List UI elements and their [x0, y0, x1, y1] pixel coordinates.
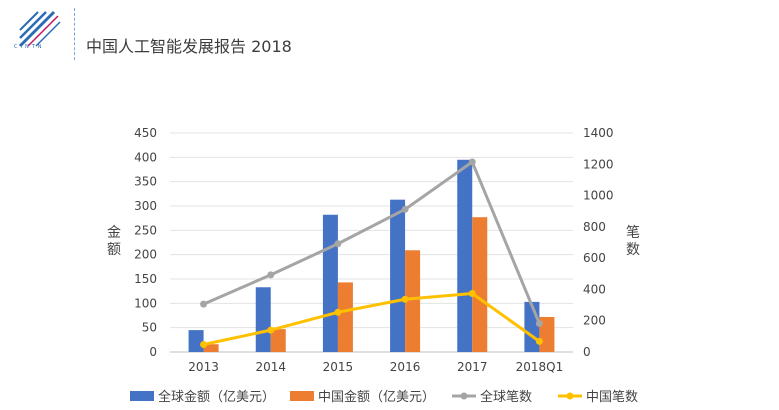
- y-tick-label: 350: [134, 175, 157, 189]
- legend-label: 全球金额（亿美元）: [158, 389, 275, 405]
- line-point-2017: [468, 289, 476, 297]
- y-tick-label: 450: [134, 126, 157, 140]
- bar-2018Q1: [539, 316, 555, 352]
- chart-axes: 0 50 100 150 200 250 300 350 400 450 0 200 400 600 800…: [107, 126, 640, 374]
- logo-text: CINTN: [14, 44, 45, 50]
- cintn-logo: [18, 10, 61, 48]
- bar-2014: [255, 287, 271, 352]
- chart-legend: 全球金额（亿美元） 中国金额（亿美元） 全球笔数 中国笔数: [130, 389, 638, 405]
- header-divider: [74, 8, 75, 60]
- bar-2016: [390, 199, 406, 352]
- line-point-2017: [468, 158, 476, 166]
- line-point-2014: [267, 326, 275, 334]
- y-axis-title: 金额: [107, 225, 121, 258]
- page-title: 中国人工智能发展报告 2018: [86, 37, 292, 56]
- x-tick-label: 2013: [188, 360, 219, 374]
- chart-grid: [170, 132, 573, 353]
- y-tick-label: 400: [134, 150, 157, 164]
- legend-marker: [566, 392, 574, 400]
- line-point-2015: [334, 308, 342, 316]
- bar-2013: [203, 344, 219, 352]
- line-point-2013: [200, 340, 208, 348]
- y2-tick-label: 800: [583, 220, 606, 234]
- line-point-2013: [200, 300, 208, 308]
- x-tick-label: 2018Q1: [516, 360, 564, 374]
- line-point-2015: [334, 240, 342, 248]
- legend-label: 全球笔数: [480, 389, 532, 405]
- chart-bars: [188, 159, 555, 352]
- series-line: [202, 160, 541, 325]
- legend-label: 中国笔数: [586, 389, 638, 405]
- legend-label: 中国金额（亿美元）: [318, 389, 435, 405]
- bar-2015: [322, 214, 338, 352]
- bar-2013: [188, 330, 204, 352]
- line-point-2016: [401, 205, 409, 213]
- y2-tick-label: 1400: [583, 126, 614, 140]
- y-tick-label: 200: [134, 248, 157, 262]
- bar-2014: [270, 329, 286, 352]
- bar-2016: [405, 250, 421, 352]
- legend-marker: [460, 392, 468, 400]
- y2-tick-label: 600: [583, 251, 606, 265]
- y2-tick-label: 1200: [583, 157, 614, 171]
- y2-axis-title: 笔数: [626, 225, 640, 258]
- legend-swatch: [290, 391, 314, 401]
- x-tick-label: 2014: [255, 360, 286, 374]
- series-line: [203, 291, 541, 346]
- x-tick-label: 2016: [390, 360, 421, 374]
- y2-tick-label: 200: [583, 314, 606, 328]
- line-point-2016: [401, 295, 409, 303]
- bar-2015: [337, 282, 353, 352]
- chart-lines: [200, 158, 543, 348]
- report-header: CINTN 中国人工智能发展报告 2018: [0, 0, 779, 60]
- bar-2017: [457, 159, 473, 352]
- legend-swatch: [130, 391, 154, 401]
- y-tick-label: 0: [149, 345, 157, 359]
- line-point-2018Q1: [535, 337, 543, 345]
- y-tick-label: 50: [142, 321, 157, 335]
- y-tick-label: 300: [134, 199, 157, 213]
- y-tick-label: 250: [134, 223, 157, 237]
- y2-tick-label: 1000: [583, 189, 614, 203]
- line-point-2014: [267, 271, 275, 279]
- x-tick-label: 2017: [457, 360, 488, 374]
- bar-2017: [472, 217, 488, 352]
- y2-tick-label: 0: [583, 345, 591, 359]
- y-tick-label: 150: [134, 272, 157, 286]
- x-tick-label: 2015: [323, 360, 354, 374]
- line-point-2018Q1: [535, 320, 543, 328]
- y-tick-label: 100: [134, 296, 157, 310]
- y2-tick-label: 400: [583, 282, 606, 296]
